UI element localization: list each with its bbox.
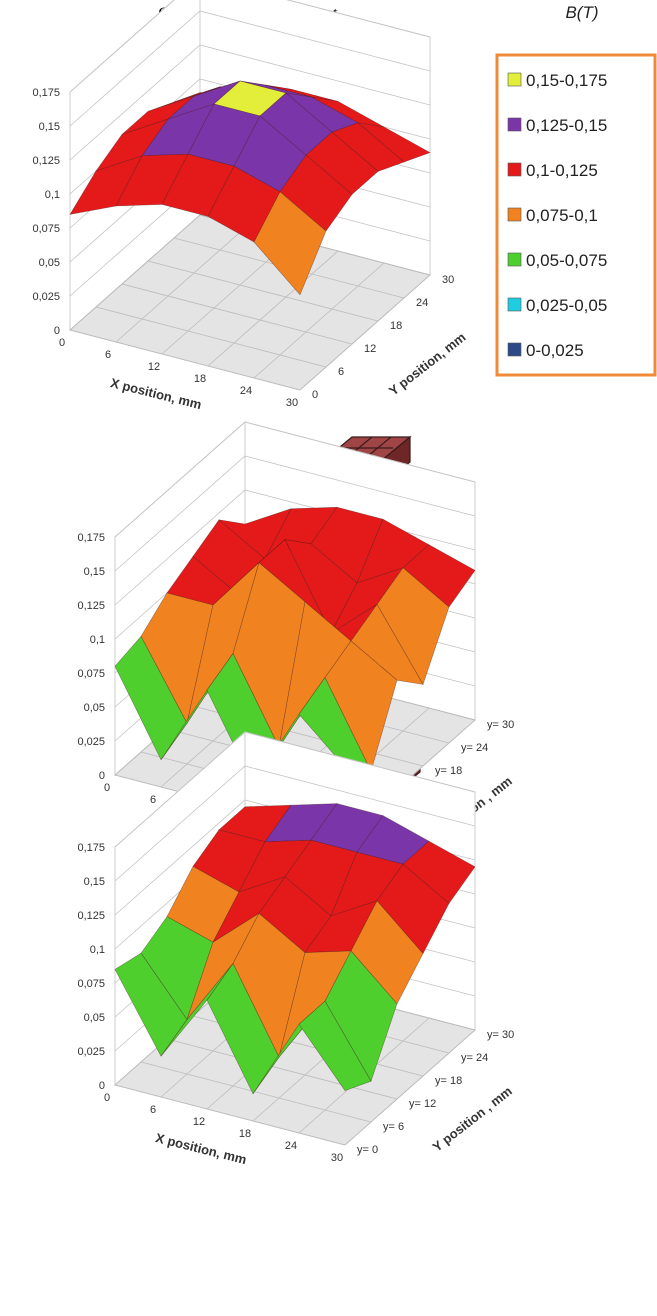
y-tick-label: y= 30: [487, 1029, 514, 1041]
x-tick-label: 12: [193, 1116, 205, 1128]
legend-label: 0,15-0,175: [526, 71, 607, 90]
x-tick-label: 30: [331, 1152, 343, 1164]
y-axis-title: Y position , mm: [430, 1083, 515, 1154]
legend-swatch: [507, 297, 522, 312]
x-axis-title: X position, mm: [109, 375, 203, 412]
x-tick-label: 6: [150, 794, 156, 806]
z-tick-label: 0,025: [77, 736, 105, 748]
y-tick-label: 12: [364, 343, 376, 355]
x-tick-label: 18: [194, 373, 206, 385]
z-tick-label: 0,175: [32, 87, 60, 99]
z-tick-label: 0: [99, 770, 105, 782]
legend-title: B(T): [565, 3, 598, 22]
z-tick-label: 0,175: [77, 532, 105, 544]
x-tick-label: 24: [240, 385, 252, 397]
grid-line: [114, 731, 476, 848]
z-tick-label: 0: [99, 1080, 105, 1092]
y-tick-label: 0: [312, 389, 318, 401]
y-tick-label: 18: [390, 320, 402, 332]
y-tick-label: y= 18: [435, 1075, 462, 1087]
legend-swatch: [507, 117, 522, 132]
legend-label: 0,025-0,05: [526, 296, 607, 315]
floor-grid-line: [121, 283, 353, 345]
floor-grid-line: [207, 250, 339, 367]
floor-grid-line: [344, 1029, 476, 1146]
surface-patch: [298, 1000, 372, 1091]
legend-swatch: [507, 72, 522, 87]
z-tick-label: 0,075: [77, 978, 105, 990]
legend-label: 0,05-0,075: [526, 251, 607, 270]
y-tick-label: 30: [442, 274, 454, 286]
z-tick-label: 0,125: [32, 155, 60, 167]
surface-chart: Case 1: Warm measurementT>Tc00,0250,050,…: [32, 0, 468, 412]
legend-swatch: [507, 207, 522, 222]
y-tick-label: y= 12: [409, 1098, 436, 1110]
z-tick-label: 0,075: [77, 668, 105, 680]
grid-line: [69, 10, 431, 127]
z-tick-label: 0,05: [84, 1012, 105, 1024]
grid-line: [114, 421, 476, 538]
x-tick-label: 0: [104, 1092, 110, 1104]
x-tick-label: 0: [59, 337, 65, 349]
z-tick-label: 0,125: [77, 910, 105, 922]
floor-grid-line: [69, 329, 301, 391]
y-tick-label: 24: [416, 297, 428, 309]
z-tick-label: 0,175: [77, 842, 105, 854]
x-tick-label: 6: [150, 1104, 156, 1116]
floor-grid-line: [95, 306, 327, 368]
surface-patch: [253, 191, 327, 296]
z-tick-label: 0,15: [84, 566, 105, 578]
z-tick-label: 0,05: [84, 702, 105, 714]
z-tick-label: 0,025: [32, 291, 60, 303]
z-tick-label: 0,1: [45, 189, 60, 201]
z-tick-label: 0,1: [90, 634, 105, 646]
floor-grid-line: [253, 262, 385, 379]
z-tick-label: 0,075: [32, 223, 60, 235]
x-tick-label: 6: [105, 349, 111, 361]
legend-swatch: [507, 252, 522, 267]
x-tick-label: 0: [104, 782, 110, 794]
y-tick-label: y= 30: [487, 719, 514, 731]
x-axis-title: X position, mm: [154, 1130, 248, 1167]
grid-line: [114, 455, 476, 572]
legend-swatch: [507, 162, 522, 177]
legend-box: [495, 53, 657, 377]
floor-grid-line: [140, 1061, 372, 1123]
x-tick-label: 18: [239, 1128, 251, 1140]
legend-label: 0,1-0,125: [526, 161, 598, 180]
y-tick-label: y= 0: [357, 1144, 378, 1156]
z-tick-label: 0,125: [77, 600, 105, 612]
z-tick-label: 0,025: [77, 1046, 105, 1058]
floor-grid-line: [147, 260, 379, 322]
y-tick-label: y= 24: [461, 1052, 488, 1064]
floor-grid-line: [114, 1084, 346, 1146]
grid-line: [69, 44, 431, 161]
y-tick-label: 6: [338, 366, 344, 378]
z-tick-label: 0,05: [39, 257, 60, 269]
x-tick-label: 30: [286, 397, 298, 409]
z-tick-label: 0,15: [39, 121, 60, 133]
legend-swatch: [507, 342, 522, 357]
y-tick-label: y= 6: [383, 1121, 404, 1133]
y-tick-label: y= 18: [435, 765, 462, 777]
x-tick-label: 12: [148, 361, 160, 373]
y-axis-title: Y position, mm: [386, 329, 468, 398]
grid-line: [114, 765, 476, 882]
z-tick-label: 0,1: [90, 944, 105, 956]
z-tick-label: 0: [54, 325, 60, 337]
floor-grid-line: [69, 214, 201, 331]
legend-label: 0,075-0,1: [526, 206, 598, 225]
grid-line: [69, 0, 431, 93]
surface-patch: [376, 567, 450, 686]
z-tick-label: 0,15: [84, 876, 105, 888]
surface-chart: Case 3: 2 layers00,0250,050,0750,10,1250…: [77, 730, 515, 1167]
legend-label: 0,125-0,15: [526, 116, 607, 135]
x-tick-label: 24: [285, 1140, 297, 1152]
floor-grid-line: [115, 226, 247, 343]
legend-label: 0-0,025: [526, 341, 584, 360]
floor-grid-line: [166, 1038, 398, 1100]
floor-grid-line: [299, 274, 431, 391]
y-tick-label: y= 24: [461, 742, 488, 754]
